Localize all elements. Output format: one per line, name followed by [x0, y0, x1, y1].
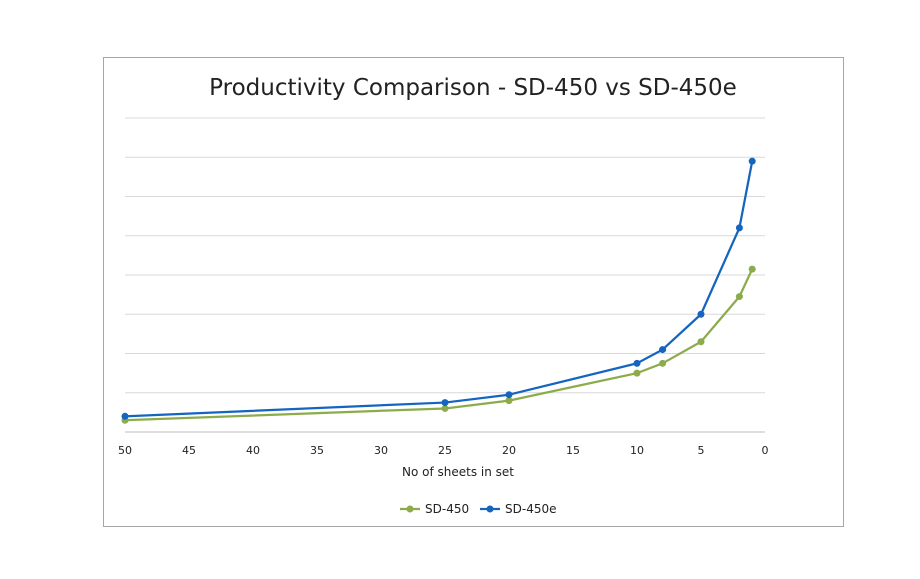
- data-point: [633, 369, 641, 377]
- x-tick-label: 50: [118, 444, 132, 457]
- data-point: [735, 293, 743, 301]
- data-point: [505, 397, 513, 405]
- data-point: [748, 157, 756, 165]
- x-tick-label: 35: [310, 444, 324, 457]
- data-point: [748, 265, 756, 273]
- data-point: [697, 310, 705, 318]
- legend-marker: [406, 505, 414, 513]
- series-sd-450e: [121, 157, 756, 420]
- chart-frame: Productivity Comparison - SD-450 vs SD-4…: [103, 57, 844, 527]
- chart-title: Productivity Comparison - SD-450 vs SD-4…: [209, 75, 737, 101]
- legend-item: SD-450: [400, 502, 469, 516]
- data-point: [505, 391, 513, 399]
- x-axis-title: No of sheets in set: [402, 465, 514, 479]
- data-point: [659, 359, 667, 367]
- x-tick-label: 15: [566, 444, 580, 457]
- data-point: [441, 399, 449, 407]
- data-point: [633, 359, 641, 367]
- x-tick-label: 45: [182, 444, 196, 457]
- x-tick-labels: 50 45 40 35 30 25 20 15 10 5 0: [118, 444, 769, 457]
- gridlines: [125, 117, 765, 433]
- x-tick-label: 5: [698, 444, 705, 457]
- data-point: [441, 404, 449, 412]
- x-tick-label: 40: [246, 444, 260, 457]
- series-lines: [121, 157, 756, 424]
- legend-label: SD-450: [425, 502, 469, 516]
- data-point: [697, 338, 705, 346]
- x-tick-label: 0: [762, 444, 769, 457]
- legend: SD-450 SD-450e: [400, 502, 556, 516]
- series-line: [124, 160, 754, 418]
- series-sd-450: [121, 265, 756, 424]
- chart-svg: Productivity Comparison - SD-450 vs SD-4…: [118, 75, 769, 516]
- x-tick-label: 25: [438, 444, 452, 457]
- legend-label: SD-450e: [505, 502, 556, 516]
- legend-item: SD-450e: [480, 502, 556, 516]
- legend-marker: [486, 505, 494, 513]
- series-line: [124, 268, 754, 422]
- x-tick-label: 10: [630, 444, 644, 457]
- data-point: [121, 412, 129, 420]
- data-point: [735, 224, 743, 232]
- data-point: [659, 346, 667, 354]
- x-tick-label: 20: [502, 444, 516, 457]
- x-tick-label: 30: [374, 444, 388, 457]
